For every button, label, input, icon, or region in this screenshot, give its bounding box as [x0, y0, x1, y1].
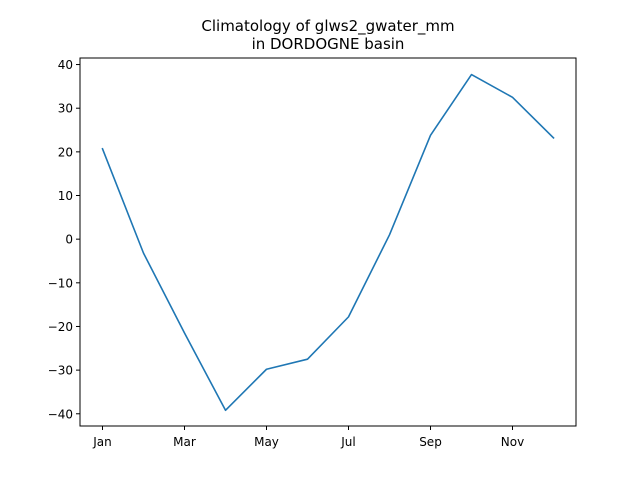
y-tick-label: −10: [48, 276, 73, 290]
y-tick-label: 40: [58, 58, 73, 72]
chart-title-line-1: Climatology of glws2_gwater_mm: [201, 17, 454, 36]
series-line: [101, 73, 555, 412]
x-axis: Jan Mar May Jul Sep Nov: [92, 426, 524, 449]
plot-frame: [79, 57, 577, 427]
x-tick-label: May: [254, 435, 279, 449]
y-tick-label: 30: [58, 102, 73, 116]
chart-title-line-2: in DORDOGNE basin: [252, 35, 405, 53]
y-tick-label: −40: [48, 407, 73, 421]
x-tick-label: Nov: [501, 435, 524, 449]
y-tick-label: 20: [58, 145, 73, 159]
plot-series: [101, 73, 555, 412]
y-tick-label: 0: [65, 233, 73, 247]
x-tick-label: Sep: [419, 435, 442, 449]
y-axis: 40 30 20 10 0 −10 −20 −30 −40: [48, 58, 80, 421]
y-tick-label: −20: [48, 320, 73, 334]
x-tick-label: Jul: [340, 435, 355, 449]
y-tick-label: 10: [58, 189, 73, 203]
x-tick-label: Mar: [173, 435, 196, 449]
x-tick-label: Jan: [92, 435, 112, 449]
y-tick-label: −30: [48, 364, 73, 378]
